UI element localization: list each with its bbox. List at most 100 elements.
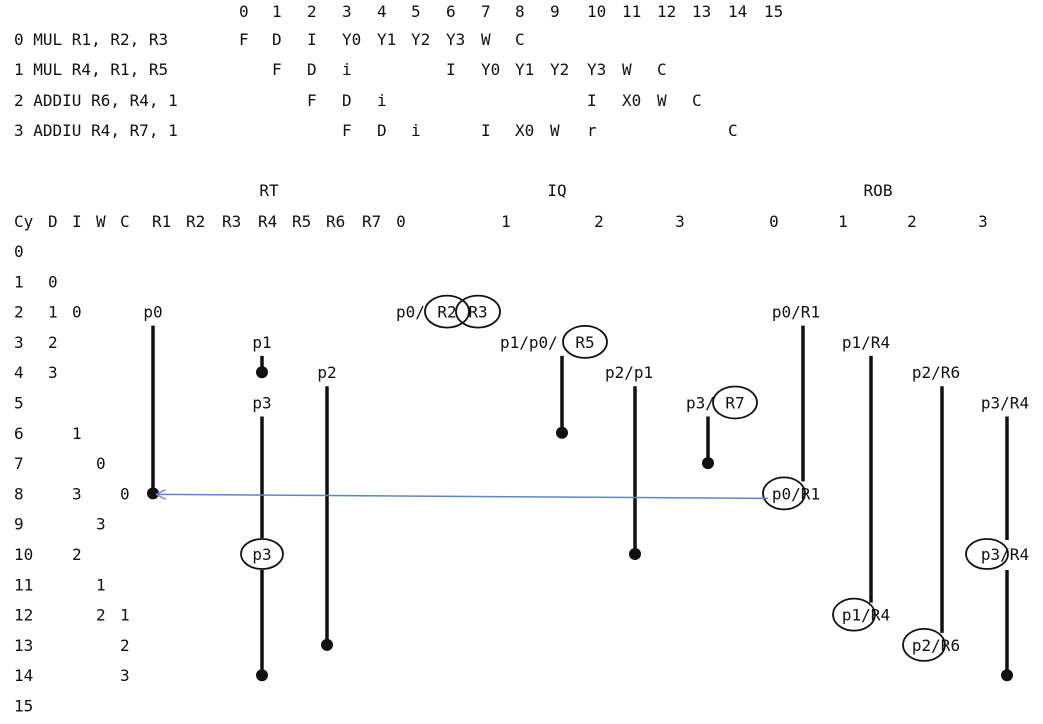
- rt-r6-p2-label: p2: [317, 363, 336, 382]
- commit-arrow: [157, 494, 769, 498]
- rt-r4-p3-end-dot: [256, 669, 268, 682]
- col-header-cy: Cy: [14, 212, 34, 231]
- col-header-r4: R4: [258, 212, 277, 231]
- rob-slot-3-ready-circle: [965, 538, 1009, 570]
- rt-r4-p3-ready-label: p3: [252, 545, 271, 564]
- rename-table: p0 p1 p2 p3 p3: [143, 303, 337, 682]
- iq-slot-header-1: 1: [501, 212, 511, 231]
- iq-slot-header-2: 2: [594, 212, 604, 231]
- cycle-11-cy: 11: [14, 575, 33, 594]
- cycle-header-10: 10: [587, 2, 606, 21]
- cycle-header-8: 8: [515, 2, 525, 21]
- cycle-header-14: 14: [728, 2, 747, 21]
- rob-slot-header-2: 2: [907, 212, 917, 231]
- cycle-4-d: 3: [48, 363, 58, 382]
- iq-slot-0-dest: p0/: [396, 303, 425, 322]
- cycle-9-w: 3: [96, 515, 106, 534]
- stage-i1-c7: Y0: [481, 60, 500, 79]
- col-header-r7: R7: [362, 212, 381, 231]
- iq-slot-1-dest: p1/p0/: [500, 333, 558, 352]
- rt-section-title: RT: [259, 181, 279, 200]
- stage-i2-c4: i: [377, 91, 387, 110]
- cycle-header-5: 5: [411, 2, 421, 21]
- cycle-8-c: 0: [120, 484, 130, 503]
- cycle-12-cy: 12: [14, 606, 33, 625]
- iq-slot-0-src-1: R3: [468, 303, 487, 322]
- cycle-5-cy: 5: [14, 394, 24, 413]
- stage-i1-c1: F: [272, 60, 282, 79]
- cycle-header-4: 4: [377, 2, 387, 21]
- cycle-0-cy: 0: [14, 242, 24, 261]
- stage-i1-c6: I: [446, 60, 456, 79]
- stage-i0-c2: I: [307, 30, 317, 49]
- iq-slot-header-0: 0: [396, 212, 406, 231]
- cycle-header-9: 9: [550, 2, 560, 21]
- cycle-1-d: 0: [48, 272, 58, 291]
- rob-slot-3-end-dot: [1001, 669, 1013, 682]
- iq-slot-2-dest: p2/p1: [605, 363, 653, 382]
- iq-slot-header-3: 3: [675, 212, 685, 231]
- cycle-14-cy: 14: [14, 666, 33, 685]
- rob-slot-1-commit-label: p1/R4: [842, 606, 890, 625]
- stage-i3-c5: i: [411, 121, 421, 140]
- cycle-14-c: 3: [120, 666, 130, 685]
- cycle-1-cy: 1: [14, 272, 24, 291]
- cycle-7-cy: 7: [14, 454, 24, 473]
- col-header-r1: R1: [152, 212, 171, 231]
- rt-r4-p1-end-dot: [256, 366, 268, 379]
- stage-i2-c12: W: [657, 91, 667, 110]
- stage-i3-c3: F: [342, 121, 352, 140]
- cycle-9-cy: 9: [14, 515, 24, 534]
- rt-r4-p1-label: p1: [252, 333, 271, 352]
- stage-i2-c2: F: [307, 91, 317, 110]
- rt-r4-p3-ready-ready-circle: [240, 538, 284, 570]
- rob-slot-2-label: p2/R6: [912, 363, 960, 382]
- cycle-header-1: 1: [272, 2, 282, 21]
- iq-slot-1-src-ready-0: [562, 324, 608, 359]
- rob-slot-0-commit-label: p0/R1: [772, 484, 820, 503]
- iq-slot-1-src-0: R5: [575, 333, 594, 352]
- cycle-3-d: 2: [48, 333, 58, 352]
- issue-queue: p0/R2 R3 p1/p0/R5 p2/p1 p3/R7: [396, 294, 758, 560]
- cycle-header-7: 7: [481, 2, 491, 21]
- col-header-r3: R3: [222, 212, 241, 231]
- cycle-15-cy: 15: [14, 697, 33, 716]
- cycle-10-cy: 10: [14, 545, 33, 564]
- stage-i0-c6: Y3: [446, 30, 465, 49]
- stage-i2-c13: C: [692, 91, 702, 110]
- iq-slot-3-end-dot: [702, 457, 714, 470]
- cycle-header-0: 0: [239, 2, 249, 21]
- reorder-buffer: p0/R1 p0/R1 p1/R4 p1/R4 p2/R6 p2/R6 p3/R4 p3/R4: [762, 303, 1029, 682]
- stage-i0-c7: W: [481, 30, 491, 49]
- stage-i0-c3: Y0: [342, 30, 361, 49]
- col-header-r6: R6: [326, 212, 345, 231]
- stage-i0-c8: C: [515, 30, 525, 49]
- rob-slot-3-ready-label: p3/R4: [981, 545, 1029, 564]
- cycle-2-cy: 2: [14, 303, 24, 322]
- iq-section-title: IQ: [547, 181, 566, 200]
- col-header-r2: R2: [186, 212, 205, 231]
- instruction-2: 2 ADDIU R6, R4, 1: [14, 91, 178, 110]
- cycle-2-i: 0: [72, 303, 82, 322]
- rob-slot-2-commit-label: p2/R6: [912, 636, 960, 655]
- rob-slot-0-label: p0/R1: [772, 303, 820, 322]
- rt-r6-p2-end-dot: [321, 638, 333, 651]
- stage-i1-c9: Y2: [550, 60, 569, 79]
- instruction-0: 0 MUL R1, R2, R3: [14, 30, 168, 49]
- col-header-c: C: [120, 212, 130, 231]
- stage-i3-c9: W: [550, 121, 560, 140]
- rob-slot-1-label: p1/R4: [842, 333, 890, 352]
- iq-slot-1-end-dot: [556, 426, 568, 439]
- cycle-8-i: 3: [72, 484, 82, 503]
- rob-slot-0-commit-circle: [762, 476, 806, 511]
- rob-slot-header-0: 0: [769, 212, 779, 231]
- cycle-6-i: 1: [72, 424, 82, 443]
- cycle-8-cy: 8: [14, 484, 24, 503]
- col-header-i: I: [72, 212, 82, 231]
- iq-slot-2-end-dot: [629, 548, 641, 560]
- stage-i0-c4: Y1: [377, 30, 396, 49]
- rt-r1-p0-label: p0: [143, 303, 162, 322]
- stage-i3-c4: D: [377, 121, 387, 140]
- stage-i1-c3: i: [342, 60, 352, 79]
